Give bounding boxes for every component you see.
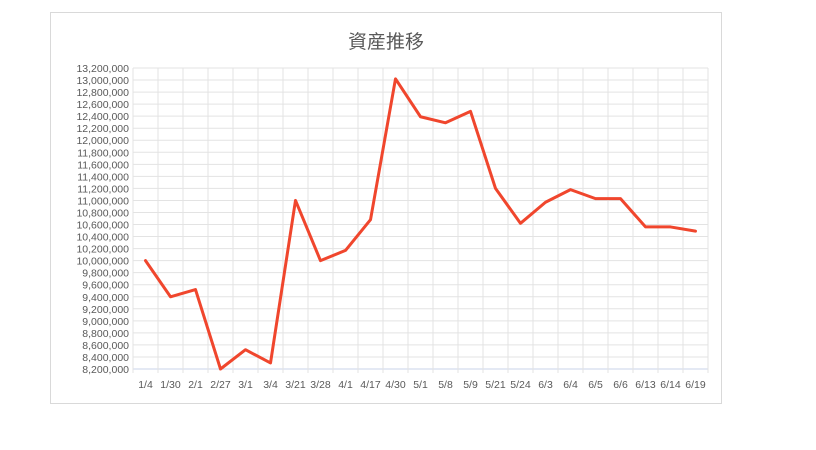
y-tick-label: 10,800,000 xyxy=(76,207,129,219)
y-tick-label: 11,800,000 xyxy=(77,147,129,159)
chart-area: 資産推移 xyxy=(50,12,722,404)
y-tick-label: 8,200,000 xyxy=(82,364,129,376)
y-tick-label: 8,400,000 xyxy=(82,352,129,364)
x-tick-label: 5/9 xyxy=(463,379,478,391)
x-tick-label: 1/30 xyxy=(160,379,181,391)
x-tick-label: 6/5 xyxy=(588,379,603,391)
y-tick-label: 9,400,000 xyxy=(82,292,129,304)
y-tick-label: 9,600,000 xyxy=(82,280,129,292)
y-tick-label: 13,200,000 xyxy=(76,63,129,75)
x-tick-label: 3/28 xyxy=(310,379,331,391)
x-tick-label: 6/14 xyxy=(660,379,681,391)
x-tick-label: 6/13 xyxy=(635,379,656,391)
x-tick-label: 3/4 xyxy=(263,379,278,391)
x-tick-label: 2/1 xyxy=(188,379,203,391)
y-tick-label: 11,400,000 xyxy=(77,171,129,183)
y-tick-label: 10,600,000 xyxy=(76,220,129,232)
x-tick-label: 3/21 xyxy=(285,379,306,391)
y-tick-label: 11,000,000 xyxy=(77,195,129,207)
x-tick-label: 5/8 xyxy=(438,379,453,391)
x-tick-label: 5/1 xyxy=(413,379,428,391)
y-tick-label: 8,600,000 xyxy=(82,340,129,352)
x-tick-label: 6/4 xyxy=(563,379,578,391)
x-tick-label: 1/4 xyxy=(138,379,153,391)
series-line xyxy=(144,77,697,371)
x-tick-label: 6/3 xyxy=(538,379,553,391)
x-tick-label: 5/24 xyxy=(510,379,531,391)
y-tick-label: 11,600,000 xyxy=(77,159,129,171)
y-tick-label: 12,000,000 xyxy=(76,135,129,147)
x-tick-label: 4/1 xyxy=(338,379,353,391)
chart-title: 資産推移 xyxy=(347,31,424,53)
y-tick-label: 12,400,000 xyxy=(76,111,129,123)
x-tick-label: 3/1 xyxy=(238,379,253,391)
y-tick-label: 11,200,000 xyxy=(77,183,129,195)
y-tick-label: 12,200,000 xyxy=(76,123,129,135)
x-tick-label: 6/19 xyxy=(685,379,706,391)
x-tick-label: 5/21 xyxy=(485,379,506,391)
y-tick-label: 10,000,000 xyxy=(76,256,129,268)
y-tick-label: 12,800,000 xyxy=(76,87,129,99)
x-tick-label: 4/17 xyxy=(360,379,381,391)
y-tick-label: 12,600,000 xyxy=(76,99,129,111)
y-tick-label: 8,800,000 xyxy=(82,328,129,340)
x-tick-label: 4/30 xyxy=(385,379,406,391)
y-tick-label: 13,000,000 xyxy=(76,75,129,87)
y-tick-label: 9,000,000 xyxy=(82,316,129,328)
y-tick-label: 9,800,000 xyxy=(82,268,129,280)
y-tick-label: 10,200,000 xyxy=(76,244,129,256)
y-tick-label: 10,400,000 xyxy=(76,232,129,244)
x-tick-label: 6/6 xyxy=(613,379,628,391)
y-tick-label: 9,200,000 xyxy=(82,304,129,316)
x-tick-label: 2/27 xyxy=(210,379,231,391)
